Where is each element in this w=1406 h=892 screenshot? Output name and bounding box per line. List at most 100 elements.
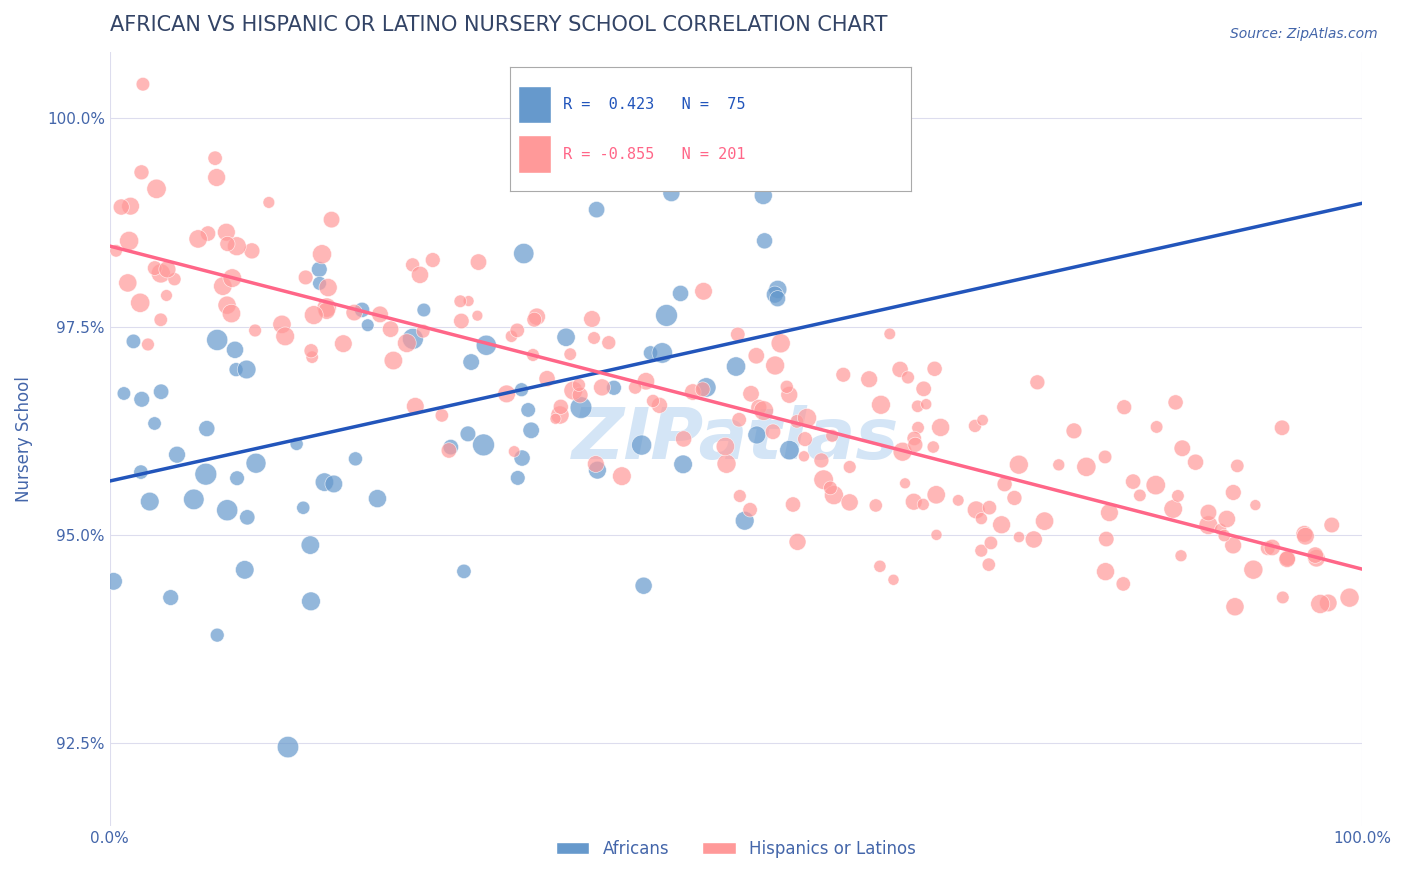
- Point: [568, 377, 591, 392]
- Point: [915, 397, 938, 411]
- Point: [404, 399, 426, 413]
- Point: [472, 438, 495, 452]
- Point: [682, 385, 704, 400]
- Point: [1094, 450, 1116, 464]
- Point: [754, 234, 776, 248]
- Point: [858, 372, 880, 386]
- Point: [156, 262, 179, 277]
- Point: [315, 301, 337, 315]
- Point: [103, 574, 125, 589]
- Point: [634, 374, 657, 388]
- Point: [562, 384, 585, 398]
- Point: [879, 326, 901, 341]
- Point: [714, 170, 737, 185]
- Point: [299, 594, 322, 608]
- Point: [308, 277, 330, 291]
- Point: [110, 200, 132, 214]
- Point: [1122, 475, 1144, 489]
- Point: [1098, 506, 1121, 520]
- Point: [1241, 563, 1264, 577]
- Point: [315, 303, 337, 318]
- Point: [506, 323, 529, 337]
- Point: [166, 448, 188, 462]
- Point: [322, 477, 344, 491]
- Point: [1008, 458, 1031, 472]
- Point: [401, 258, 423, 272]
- Point: [475, 338, 498, 352]
- Point: [1294, 527, 1316, 541]
- Point: [257, 195, 280, 210]
- Point: [581, 312, 603, 326]
- Point: [467, 309, 489, 323]
- Point: [352, 302, 374, 317]
- Point: [585, 202, 607, 217]
- Point: [1275, 552, 1298, 566]
- Point: [150, 384, 173, 399]
- Point: [766, 292, 789, 306]
- Point: [838, 495, 860, 509]
- Point: [624, 380, 647, 394]
- Point: [1008, 530, 1031, 544]
- Point: [145, 182, 167, 196]
- Point: [728, 489, 751, 503]
- Point: [118, 234, 141, 248]
- Point: [412, 324, 434, 338]
- Point: [440, 440, 463, 454]
- Point: [979, 500, 1001, 515]
- Point: [838, 459, 860, 474]
- Point: [655, 309, 678, 323]
- Point: [292, 500, 315, 515]
- Point: [714, 440, 737, 454]
- Point: [583, 331, 606, 345]
- Point: [762, 425, 785, 439]
- Point: [1144, 478, 1167, 492]
- Point: [870, 398, 893, 412]
- Point: [907, 399, 929, 413]
- Point: [695, 380, 717, 394]
- Point: [1222, 538, 1244, 552]
- Point: [727, 327, 749, 342]
- Point: [820, 481, 842, 495]
- Point: [970, 543, 993, 558]
- Point: [748, 401, 770, 415]
- Point: [245, 456, 267, 470]
- Point: [925, 488, 948, 502]
- Point: [1026, 376, 1049, 390]
- Point: [522, 348, 544, 362]
- Point: [924, 361, 946, 376]
- Point: [285, 437, 308, 451]
- Point: [344, 451, 367, 466]
- Point: [569, 388, 592, 402]
- Text: AFRICAN VS HISPANIC OR LATINO NURSERY SCHOOL CORRELATION CHART: AFRICAN VS HISPANIC OR LATINO NURSERY SC…: [110, 15, 887, 35]
- Point: [205, 628, 228, 642]
- Point: [891, 444, 914, 458]
- Point: [640, 346, 662, 360]
- Point: [314, 475, 336, 490]
- Point: [796, 411, 818, 425]
- Point: [903, 432, 925, 446]
- Point: [912, 382, 935, 396]
- Point: [503, 444, 526, 458]
- Point: [1161, 502, 1184, 516]
- Point: [912, 497, 935, 511]
- Point: [752, 188, 775, 202]
- Point: [526, 310, 548, 324]
- Point: [302, 308, 325, 322]
- Point: [728, 413, 751, 427]
- Point: [149, 266, 172, 280]
- Point: [745, 428, 768, 442]
- Point: [1317, 596, 1340, 610]
- Point: [437, 443, 460, 458]
- Point: [745, 349, 768, 363]
- Point: [449, 294, 471, 309]
- Point: [217, 236, 239, 251]
- Point: [221, 306, 243, 320]
- Point: [380, 322, 402, 336]
- Point: [1004, 491, 1026, 505]
- Point: [422, 253, 444, 268]
- Point: [1261, 541, 1284, 555]
- Point: [357, 318, 380, 333]
- Point: [412, 303, 434, 318]
- Point: [794, 432, 817, 446]
- Point: [332, 336, 354, 351]
